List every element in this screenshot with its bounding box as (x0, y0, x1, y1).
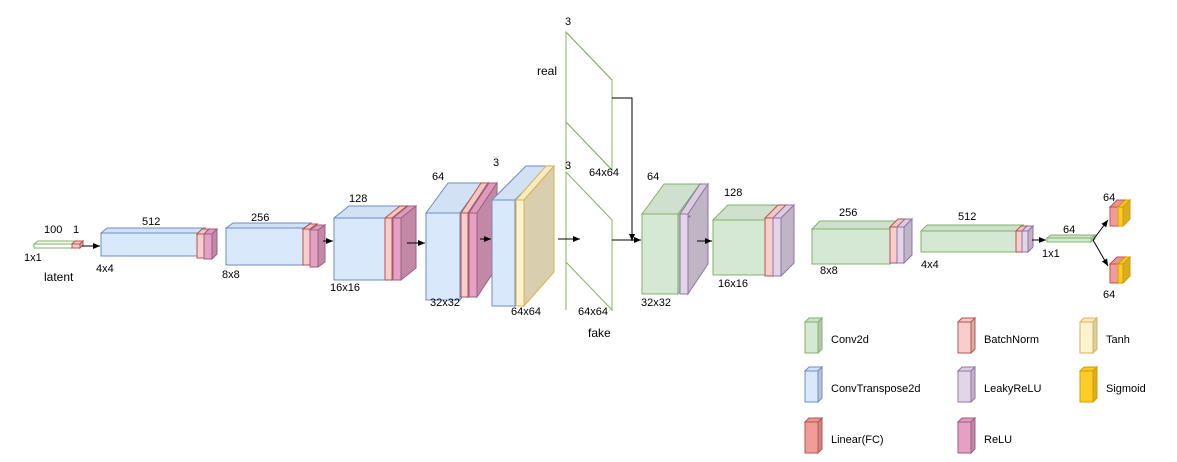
gen-convt1-block (99, 226, 207, 258)
disc-stage4-size: 4x4 (921, 259, 939, 271)
legend-label-3: ConvTranspose2d (831, 383, 920, 395)
head2-channels-label: 64 (1103, 289, 1115, 301)
legend-swatch-0 (803, 316, 824, 355)
legend-label-2: Tanh (1106, 334, 1130, 346)
disc-stage1-channels: 64 (647, 171, 659, 183)
latent-channels-label-b: 1 (73, 224, 79, 236)
gen-stage5-channels: 3 (493, 157, 499, 169)
head2-sigmoid-block (1116, 255, 1132, 285)
disc-stage3-channels: 256 (839, 207, 857, 219)
disc-stage2-channels: 128 (724, 187, 742, 199)
gen-stage4-size: 32x32 (430, 297, 460, 309)
disc-conv1-bn-block (687, 215, 691, 218)
real-size-label: 64x64 (589, 167, 619, 179)
legend-swatch-2 (1078, 316, 1099, 355)
arrow-real-to-disc (612, 97, 635, 241)
latent-caption: latent (44, 270, 74, 284)
fake-channels-label: 3 (565, 160, 571, 172)
gen-stage3-channels: 128 (349, 193, 367, 205)
legend-swatch-1 (956, 316, 977, 355)
disc-conv4-block (919, 223, 1025, 254)
gen-convt2-relu-block (308, 224, 327, 268)
disc-conv4-lrelu-block (1020, 224, 1035, 254)
disc-stage1-size: 32x32 (641, 297, 671, 309)
legend-swatch-5 (1078, 365, 1099, 404)
arrow-fc-to-head2 (1092, 239, 1109, 267)
legend-label-0: Conv2d (831, 334, 869, 346)
disc-fc-block (1045, 234, 1097, 243)
legend-swatch-6 (803, 416, 824, 455)
fc-size-label: 1x1 (1042, 248, 1060, 260)
layer-blocks (32, 30, 1132, 312)
legend-label-5: Sigmoid (1106, 383, 1146, 395)
legend: Conv2d BatchNorm Tanh ConvTranspose2d LeakyR… (803, 316, 1146, 455)
disc-conv2-lrelu-block (771, 203, 796, 278)
gen-stage4-channels: 64 (432, 171, 444, 183)
legend-label-4: LeakyReLU (984, 383, 1042, 395)
fake-size-label: 64x64 (578, 306, 608, 318)
fake-caption: fake (588, 326, 611, 340)
latent-vector-block (32, 240, 78, 249)
disc-conv1-lrelu-block (679, 182, 709, 296)
latent-channels-label: 100 (44, 224, 62, 236)
disc-stage2-size: 16x16 (718, 278, 748, 290)
gen-stage3-size: 16x16 (330, 282, 360, 294)
disc-conv3-lrelu-block (895, 217, 914, 265)
legend-label-1: BatchNorm (984, 334, 1039, 346)
gen-stage1-size: 4x4 (96, 263, 114, 275)
head1-sigmoid-block (1116, 198, 1132, 228)
disc-stage3-size: 8x8 (820, 265, 838, 277)
gen-tanh-block (514, 164, 556, 308)
legend-swatch-3 (803, 365, 824, 404)
gen-stage2-channels: 256 (251, 212, 269, 224)
disc-conv3-block (810, 219, 900, 266)
head1-channels-label: 64 (1103, 192, 1115, 204)
latent-bn-block (70, 239, 85, 250)
gen-convt2-block (224, 222, 313, 266)
legend-label-6: Linear(FC) (831, 434, 884, 446)
gen-convt1-relu-block (202, 227, 219, 261)
disc-stage4-channels: 512 (958, 211, 976, 223)
real-caption: real (537, 64, 557, 78)
gen-stage2-size: 8x8 (222, 269, 240, 281)
gen-stage1-channels: 512 (142, 216, 160, 228)
legend-swatch-7 (956, 416, 977, 455)
gen-stage5-size: 64x64 (511, 306, 541, 318)
legend-swatch-4 (956, 365, 977, 404)
real-channels-label: 3 (565, 16, 571, 28)
fc-channels-label: 64 (1063, 224, 1075, 236)
latent-size-label: 1x1 (24, 252, 42, 264)
arrow-fc-to-head1 (1092, 219, 1109, 241)
legend-label-7: ReLU (984, 434, 1012, 446)
connection-arrows (82, 97, 1109, 267)
